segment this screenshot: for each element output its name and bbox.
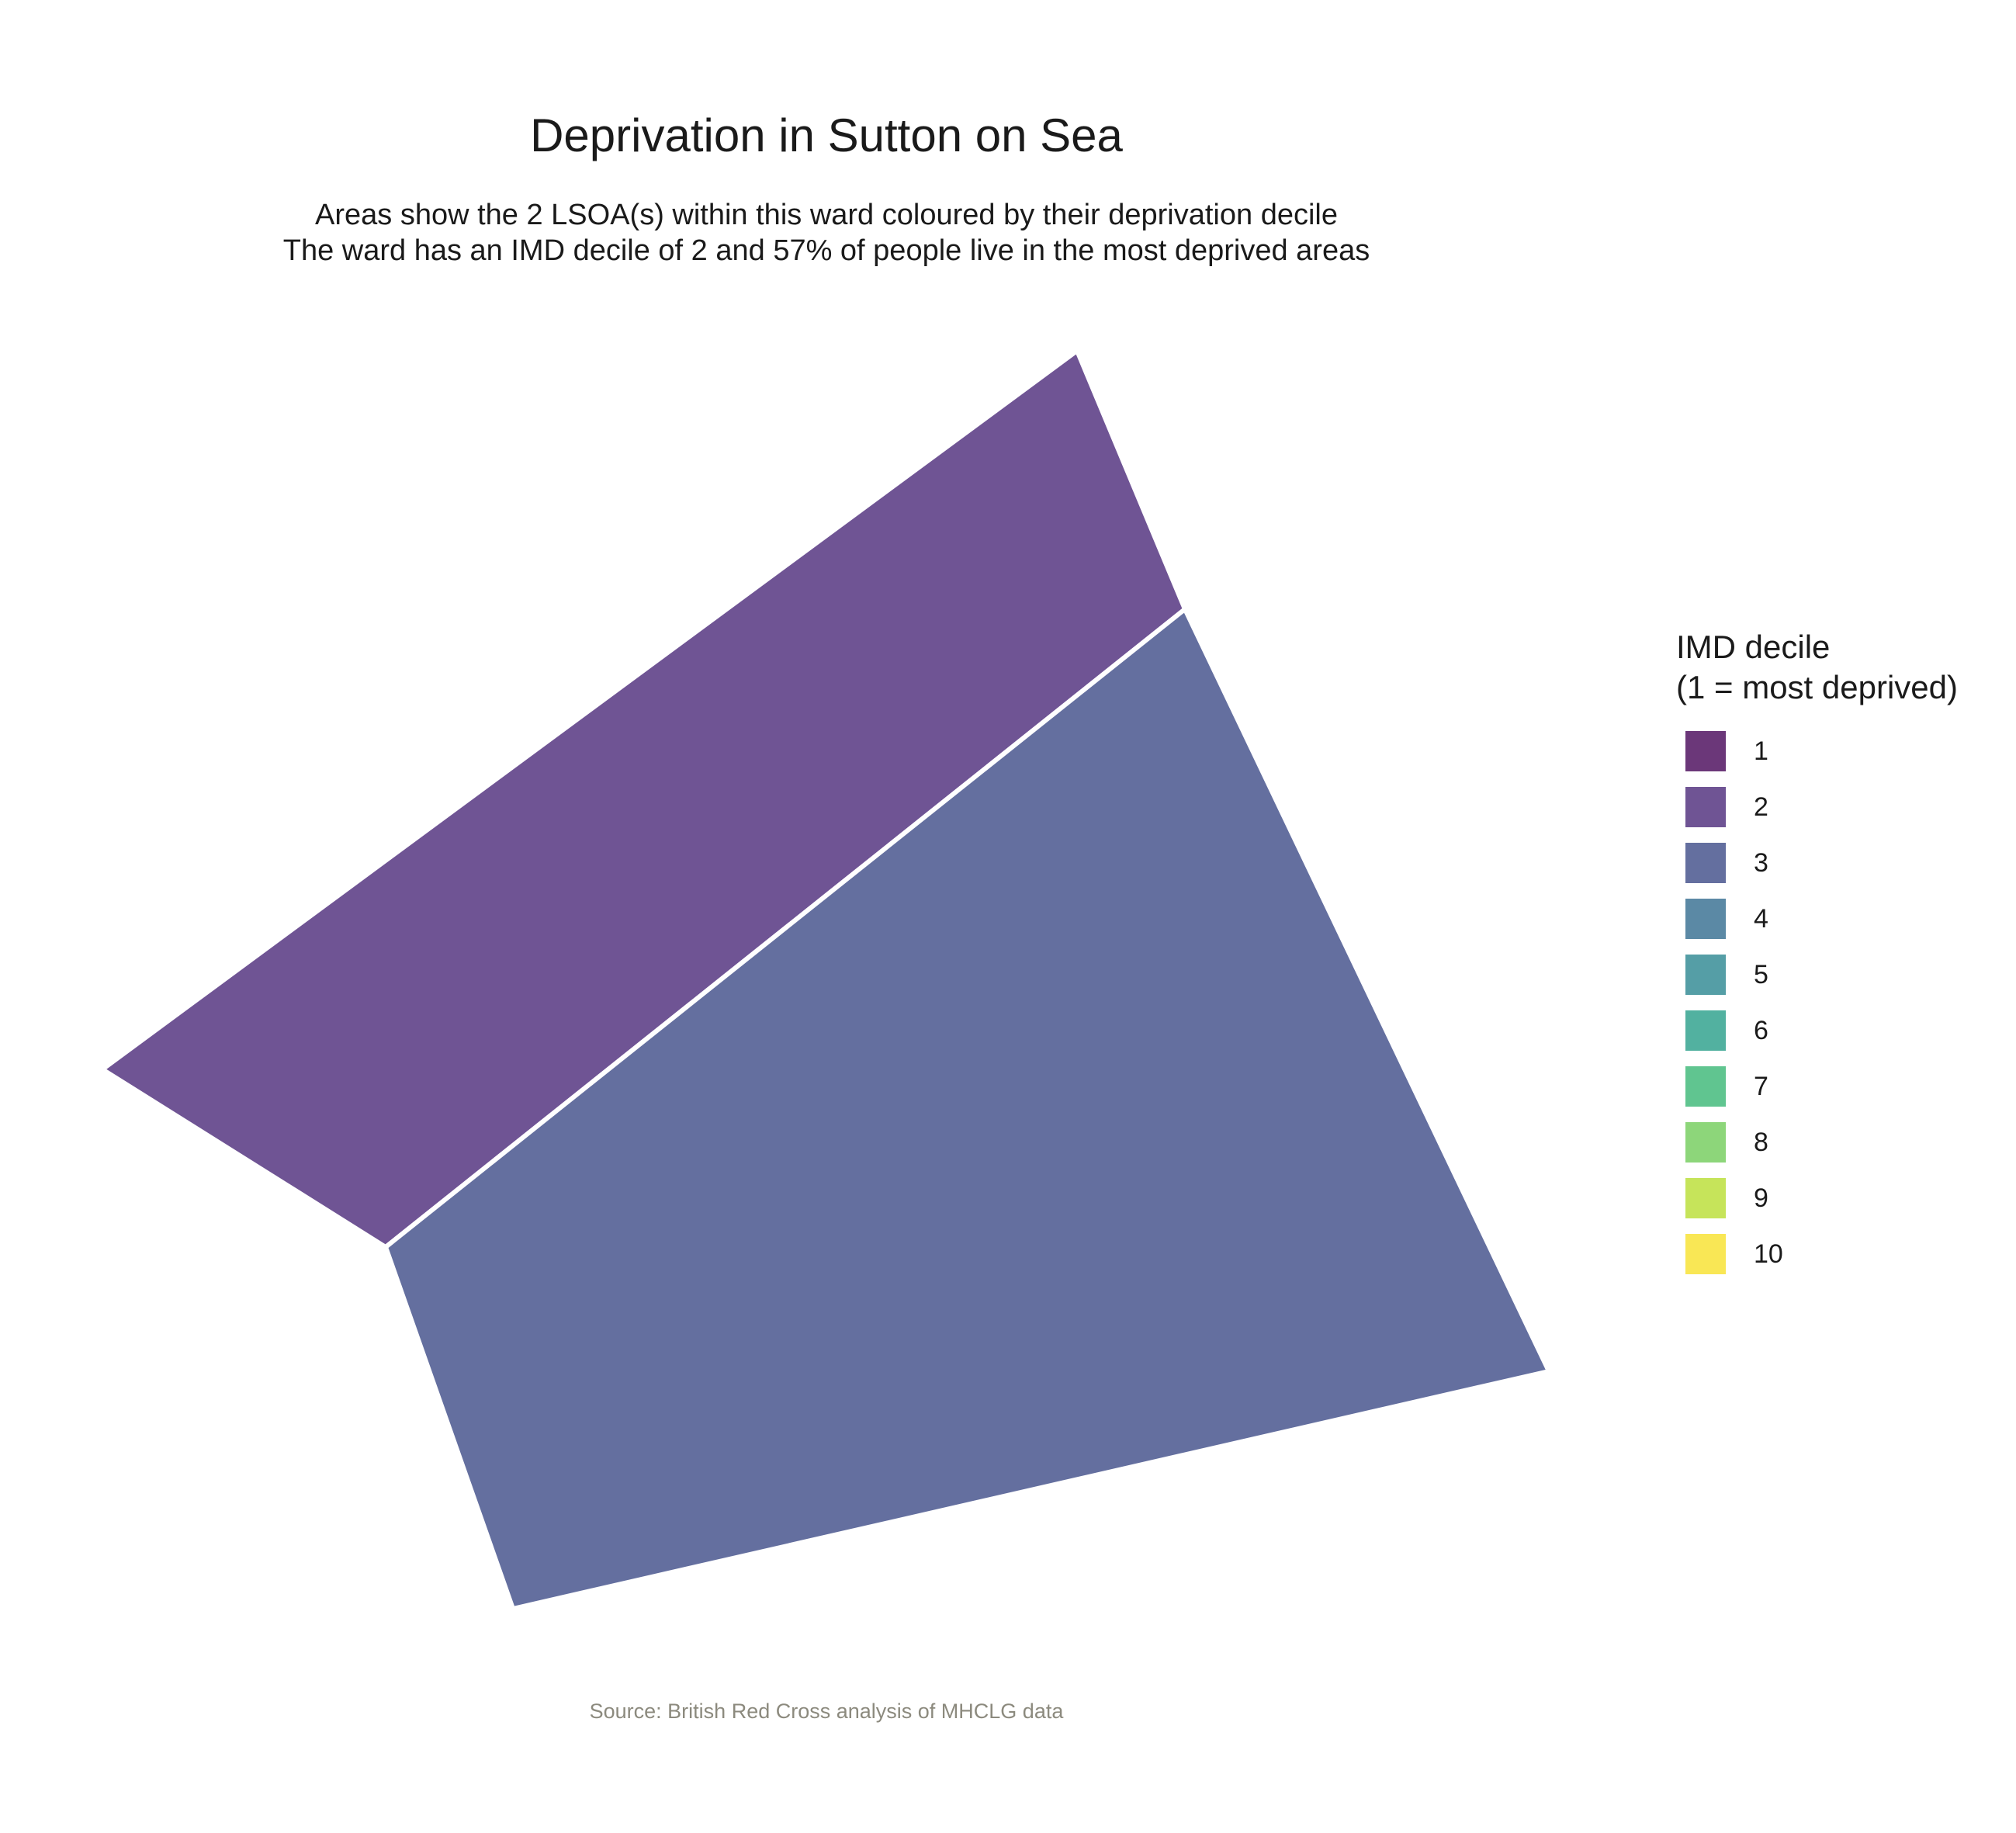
legend-swatch-2 [1685, 787, 1726, 827]
legend-item-4: 4 [1676, 892, 1958, 948]
legend-label-4: 4 [1754, 904, 1768, 934]
legend-label-9: 9 [1754, 1183, 1768, 1213]
legend-label-7: 7 [1754, 1072, 1768, 1101]
legend-item-7: 7 [1676, 1060, 1958, 1116]
chart-subtitle-line-2: The ward has an IMD decile of 2 and 57% … [282, 234, 1370, 267]
legend-label-3: 3 [1754, 848, 1768, 878]
legend-item-2: 2 [1676, 781, 1958, 837]
chart-title: Deprivation in Sutton on Sea [530, 109, 1123, 161]
legend-swatch-9 [1685, 1178, 1726, 1218]
legend-item-8: 8 [1676, 1116, 1958, 1172]
legend-swatch-5 [1685, 955, 1726, 995]
legend-item-5: 5 [1676, 948, 1958, 1004]
legend-item-10: 10 [1676, 1228, 1958, 1284]
legend-swatch-4 [1685, 899, 1726, 939]
legend-swatch-6 [1685, 1010, 1726, 1051]
legend: IMD decile (1 = most deprived) 1 2 3 4 5… [1676, 627, 1958, 1284]
legend-label-2: 2 [1754, 792, 1768, 822]
legend-swatch-10 [1685, 1234, 1726, 1274]
legend-item-3: 3 [1676, 837, 1958, 892]
source-caption: Source: British Red Cross analysis of MH… [589, 1700, 1064, 1723]
lsoa-area-decile-3 [383, 605, 1553, 1612]
legend-label-10: 10 [1754, 1239, 1783, 1269]
legend-swatch-8 [1685, 1122, 1726, 1163]
legend-title-line-1: IMD decile [1676, 629, 1831, 665]
legend-label-5: 5 [1754, 960, 1768, 989]
legend-label-1: 1 [1754, 736, 1768, 766]
legend-swatch-7 [1685, 1066, 1726, 1107]
legend-item-9: 9 [1676, 1172, 1958, 1228]
legend-swatch-3 [1685, 843, 1726, 883]
legend-label-6: 6 [1754, 1016, 1768, 1045]
legend-swatch-1 [1685, 731, 1726, 771]
legend-title-line-2: (1 = most deprived) [1676, 669, 1958, 705]
chart-subtitle-line-1: Areas show the 2 LSOA(s) within this war… [315, 199, 1338, 231]
legend-items: 1 2 3 4 5 6 7 8 9 10 [1676, 725, 1958, 1284]
legend-item-1: 1 [1676, 725, 1958, 781]
legend-item-6: 6 [1676, 1004, 1958, 1060]
legend-label-8: 8 [1754, 1128, 1768, 1157]
